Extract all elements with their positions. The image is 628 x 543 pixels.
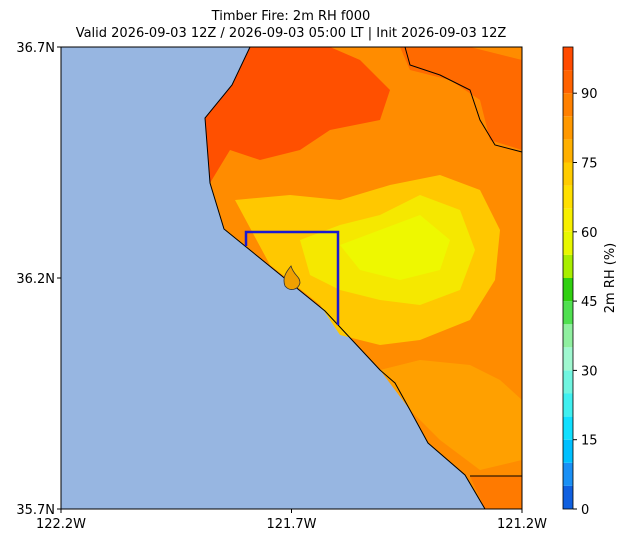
colorbar-tick-label: 15 (581, 434, 598, 449)
colorbar-band (563, 93, 573, 117)
border (404, 46, 523, 153)
colorbar-band (563, 70, 573, 94)
title: Timber Fire: 2m RH f000 (211, 9, 371, 24)
x-tick-label: 121.2W (497, 517, 547, 532)
colorbar-band (563, 416, 573, 440)
coastline (204, 46, 486, 510)
y-tick-label: 36.2N (16, 272, 55, 287)
colorbar-band (563, 485, 573, 509)
x-tick-label: 121.7W (266, 517, 316, 532)
rh-region (340, 215, 450, 280)
y-tick-label: 36.7N (16, 41, 55, 56)
colorbar-band (563, 231, 573, 255)
colorbar-band (563, 393, 573, 417)
fire-box (244, 230, 340, 325)
colorbar-tick-label: 60 (581, 226, 598, 241)
subtitle: Valid 2026-09-03 12Z / 2026-09-03 05:00 … (76, 26, 507, 41)
colorbar-frame (562, 46, 574, 510)
rh-region (205, 47, 390, 183)
colorbar-tick-label: 0 (581, 503, 589, 518)
colorbar-tick-label: 75 (581, 157, 598, 172)
colorbar-tick-label: 30 (581, 364, 598, 379)
colorbar-band (563, 439, 573, 463)
fire-icon (283, 265, 301, 290)
map (60, 46, 523, 510)
colorbar-band (563, 370, 573, 394)
y-tick-label: 35.7N (16, 503, 55, 518)
colorbar-band (563, 47, 573, 71)
colorbar-band (563, 278, 573, 302)
colorbar-band (563, 301, 573, 325)
rh-region (380, 360, 522, 470)
colorbar-tick-label: 90 (581, 87, 598, 102)
colorbar-label: 2m RH (%) (603, 243, 618, 314)
colorbar-band (563, 162, 573, 186)
colorbar-band (563, 254, 573, 278)
colorbar-band (563, 185, 573, 209)
colorbar-band (563, 208, 573, 232)
rh-region (250, 47, 522, 150)
colorbar-band (563, 324, 573, 348)
colorbar-band (563, 116, 573, 140)
colorbar-tick-label: 45 (581, 295, 598, 310)
colorbar-band (563, 139, 573, 163)
colorbar-band (563, 347, 573, 371)
x-tick-label: 122.2W (36, 517, 86, 532)
rh-region (470, 476, 522, 509)
colorbar-band (563, 462, 573, 486)
